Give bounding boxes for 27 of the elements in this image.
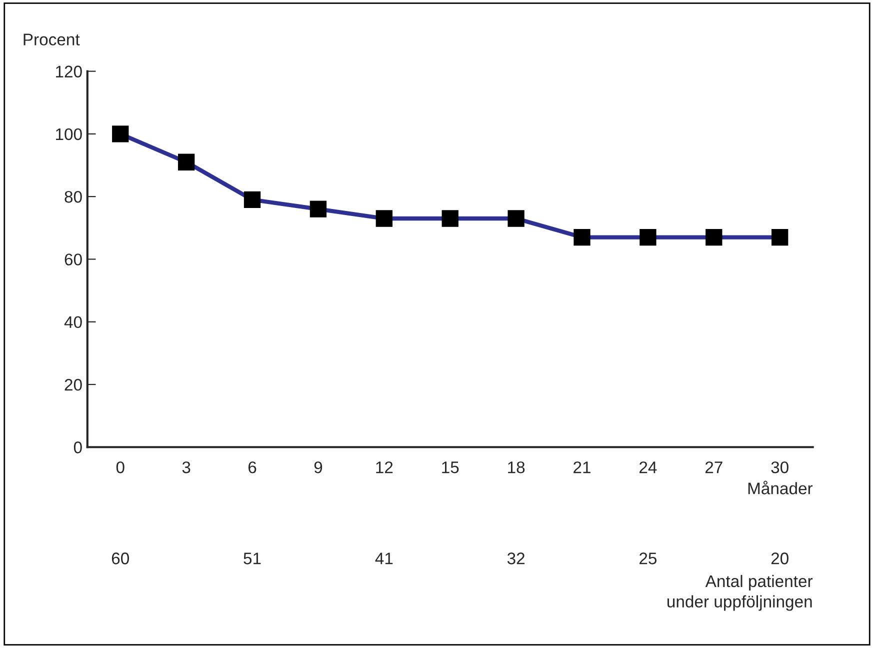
y-axis-title: Procent <box>24 34 80 46</box>
text: Antal patienter under uppföljningen <box>667 574 813 611</box>
text: 51 <box>244 552 261 564</box>
text: 20 <box>771 552 788 564</box>
x-tick-label: 15 <box>442 462 459 474</box>
y-tick-label: 0 <box>74 442 82 454</box>
y-tick-label: 40 <box>64 316 82 328</box>
x-tick-label: 9 <box>314 461 322 474</box>
x-tick-label: 24 <box>640 461 657 474</box>
x-axis-title: Månader <box>748 480 813 494</box>
x-tick-label: 12 <box>376 461 393 474</box>
text: 41 <box>375 552 393 564</box>
y-tick-label: 60 <box>64 254 82 266</box>
y-tick-label: 20 <box>64 378 82 391</box>
y-tick-label: 100 <box>56 128 82 140</box>
x-tick-label: 30 <box>771 461 788 474</box>
x-tick-label: 21 <box>574 461 590 474</box>
y-tick-label: 120 <box>56 66 82 78</box>
text: 32 <box>507 552 524 564</box>
x-tick-label: 3 <box>182 461 190 474</box>
text: 60 <box>112 552 129 564</box>
y-tick-label: 80 <box>64 190 82 203</box>
x-tick-label: 27 <box>705 461 722 474</box>
x-tick-label: 18 <box>508 461 525 474</box>
x-tick-label: 6 <box>248 461 256 474</box>
text: 25 <box>640 552 657 564</box>
x-tick-label: 0 <box>116 461 124 474</box>
